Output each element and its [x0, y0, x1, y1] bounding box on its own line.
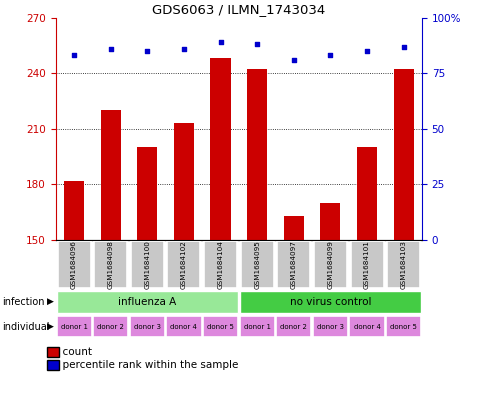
- Point: [106, 46, 114, 52]
- Bar: [131, 241, 164, 288]
- Text: GSM1684102: GSM1684102: [181, 241, 186, 289]
- Bar: [246, 70, 267, 240]
- Bar: [64, 180, 84, 240]
- Bar: [349, 316, 384, 338]
- Bar: [210, 59, 230, 240]
- Bar: [203, 316, 238, 338]
- Bar: [239, 316, 274, 338]
- Point: [216, 39, 224, 45]
- Text: GSM1684100: GSM1684100: [144, 241, 150, 289]
- Bar: [239, 291, 420, 313]
- Text: GSM1684096: GSM1684096: [71, 241, 77, 289]
- Text: individual: individual: [2, 321, 50, 332]
- Bar: [312, 316, 347, 338]
- Text: donor 5: donor 5: [390, 323, 416, 330]
- Point: [326, 52, 333, 59]
- Bar: [58, 241, 91, 288]
- Text: GSM1684095: GSM1684095: [254, 241, 259, 289]
- Point: [180, 46, 187, 52]
- Bar: [386, 241, 419, 288]
- Bar: [93, 316, 128, 338]
- Text: GSM1684103: GSM1684103: [400, 241, 406, 289]
- Text: GSM1684097: GSM1684097: [290, 241, 296, 289]
- Bar: [137, 147, 157, 240]
- Bar: [100, 110, 121, 240]
- Bar: [393, 70, 413, 240]
- Bar: [57, 291, 238, 313]
- Bar: [130, 316, 165, 338]
- Bar: [276, 316, 311, 338]
- Bar: [356, 147, 377, 240]
- Text: ▶: ▶: [47, 322, 54, 331]
- Text: percentile rank within the sample: percentile rank within the sample: [56, 360, 238, 370]
- Text: influenza A: influenza A: [118, 297, 176, 307]
- Text: donor 4: donor 4: [353, 323, 379, 330]
- Bar: [57, 316, 91, 338]
- Text: GSM1684098: GSM1684098: [107, 241, 113, 289]
- Point: [253, 41, 260, 48]
- Bar: [204, 241, 237, 288]
- Bar: [385, 316, 420, 338]
- Text: donor 1: donor 1: [243, 323, 270, 330]
- Bar: [173, 123, 194, 240]
- Bar: [350, 241, 383, 288]
- Text: donor 2: donor 2: [280, 323, 306, 330]
- Text: donor 5: donor 5: [207, 323, 233, 330]
- Point: [289, 57, 297, 63]
- Text: no virus control: no virus control: [289, 297, 370, 307]
- Bar: [167, 241, 200, 288]
- Bar: [313, 241, 346, 288]
- Text: ▶: ▶: [47, 298, 54, 306]
- Point: [363, 48, 370, 54]
- Text: donor 4: donor 4: [170, 323, 197, 330]
- Bar: [283, 216, 303, 240]
- Bar: [319, 203, 340, 240]
- Point: [70, 52, 78, 59]
- Text: donor 1: donor 1: [60, 323, 88, 330]
- Text: donor 3: donor 3: [134, 323, 161, 330]
- Text: GSM1684099: GSM1684099: [327, 241, 333, 289]
- Text: GSM1684104: GSM1684104: [217, 241, 223, 289]
- Text: infection: infection: [2, 297, 45, 307]
- Text: donor 3: donor 3: [316, 323, 343, 330]
- Bar: [240, 241, 273, 288]
- Text: GSM1684101: GSM1684101: [363, 241, 369, 289]
- Bar: [94, 241, 127, 288]
- Text: count: count: [56, 347, 91, 357]
- Point: [399, 43, 407, 50]
- Text: donor 2: donor 2: [97, 323, 124, 330]
- Title: GDS6063 / ILMN_1743034: GDS6063 / ILMN_1743034: [152, 4, 325, 17]
- Bar: [277, 241, 310, 288]
- Point: [143, 48, 151, 54]
- Bar: [166, 316, 201, 338]
